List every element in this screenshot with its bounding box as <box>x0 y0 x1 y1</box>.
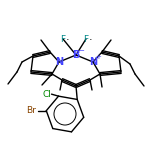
Text: Cl: Cl <box>42 90 51 99</box>
Text: N: N <box>89 57 97 67</box>
Text: B: B <box>72 50 80 60</box>
Text: +: + <box>95 54 101 60</box>
Text: −: − <box>78 48 84 54</box>
Text: .: . <box>89 32 93 42</box>
Text: .: . <box>66 32 70 42</box>
Text: F: F <box>60 35 66 43</box>
Text: Br: Br <box>26 106 36 115</box>
Text: N: N <box>55 57 63 67</box>
Text: F: F <box>83 35 89 43</box>
